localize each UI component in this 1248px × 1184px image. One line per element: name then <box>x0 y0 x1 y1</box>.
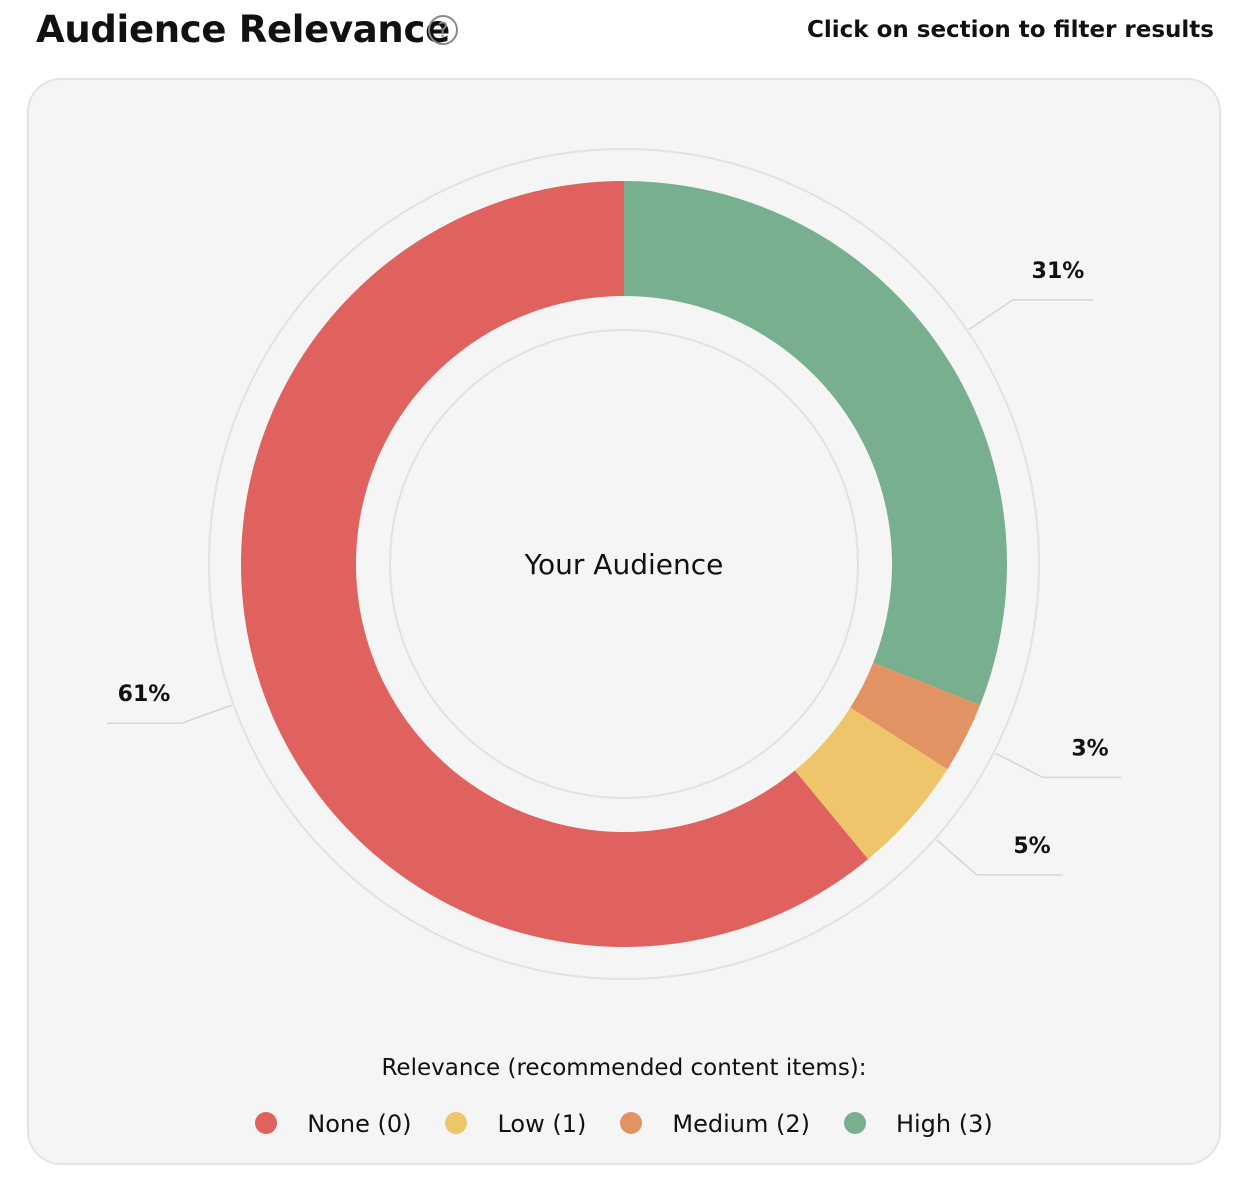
slice-low[interactable] <box>794 707 948 860</box>
outer-ring <box>208 148 1040 980</box>
help-icon[interactable]: ? <box>428 15 458 45</box>
legend-label-high: High (3) <box>895 1110 993 1138</box>
legend-label-none: None (0) <box>307 1110 412 1138</box>
legend-item-low[interactable]: Low (1) <box>445 1110 586 1138</box>
legend-item-none[interactable]: None (0) <box>255 1110 411 1138</box>
legend-item-medium[interactable]: Medium (2) <box>620 1110 810 1138</box>
legend-label-medium: Medium (2) <box>672 1110 810 1138</box>
legend-dot-medium <box>620 1112 643 1134</box>
page-title: Audience Relevance <box>36 8 450 51</box>
leader-line-high <box>968 299 1093 331</box>
legend-item-high[interactable]: High (3) <box>843 1110 993 1138</box>
legend-dot-low <box>445 1112 468 1134</box>
data-label-high: 31% <box>1032 259 1085 284</box>
legend-dot-high <box>843 1112 866 1134</box>
leader-line-low <box>936 839 1063 876</box>
legend-title: Relevance (recommended content items): <box>381 1055 867 1081</box>
data-label-low: 5% <box>1013 834 1050 859</box>
slice-high[interactable] <box>624 181 1007 705</box>
center-label: Your Audience <box>524 548 724 581</box>
leader-line-none <box>107 704 232 724</box>
legend-label-low: Low (1) <box>497 1110 587 1138</box>
filter-hint: Click on section to filter results <box>806 17 1214 43</box>
data-label-none: 61% <box>118 682 171 707</box>
inner-ring <box>389 329 859 799</box>
slice-medium[interactable] <box>850 662 981 770</box>
slice-none[interactable] <box>241 181 869 948</box>
data-label-medium: 3% <box>1071 736 1108 761</box>
header: Audience Relevance ? Click on section to… <box>0 0 1248 70</box>
leader-line-medium <box>995 752 1121 779</box>
legend-dot-none <box>255 1112 278 1134</box>
legend: None (0) Low (1) Medium (2) High (3) <box>0 1110 1248 1138</box>
